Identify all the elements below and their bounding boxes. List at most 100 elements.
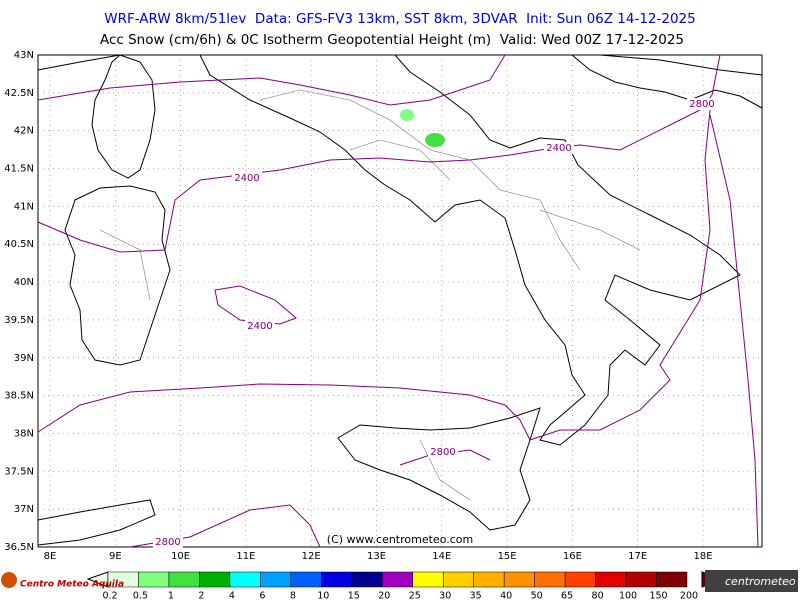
legend-box [290, 571, 322, 588]
legend-label: 35 [470, 591, 482, 600]
legend-label: 6 [259, 591, 265, 600]
legend-label: 40 [500, 591, 512, 600]
map-labels: 43N 42.5N 42N 41.5N 41N 40.5N 40N 39.5N 39N 38.5N… [4, 50, 717, 562]
legend-label: 65 [561, 591, 573, 600]
legend-box [168, 571, 200, 588]
lon-label: 8E [44, 551, 57, 562]
lon-label: 10E [171, 551, 190, 562]
snow-area [400, 109, 414, 121]
coastline [91, 54, 156, 179]
legend-box [260, 571, 292, 588]
legend-box [595, 571, 627, 588]
legend-box [564, 571, 596, 588]
lon-label: 14E [432, 551, 451, 562]
lat-label: 39N [14, 353, 34, 364]
map-frame [37, 54, 763, 548]
legend-box [625, 571, 657, 588]
isotherm-contour [709, 114, 759, 548]
lat-label: 37.5N [4, 466, 34, 477]
lat-label: 40.5N [4, 239, 34, 250]
legend-box [473, 571, 505, 588]
legend-label: 150 [649, 591, 667, 600]
header-line2: Acc Snow (cm/6h) & 0C Isotherm Geopotent… [100, 32, 684, 48]
legend-label: 25 [409, 591, 421, 600]
contour-label: 2400 [546, 143, 571, 154]
legend-box [199, 571, 231, 588]
coastline [64, 185, 171, 366]
contour-label-bg [687, 98, 717, 110]
lat-label: 40N [14, 277, 34, 288]
legend-box [442, 571, 474, 588]
legend-box [382, 571, 413, 588]
lon-label: 13E [367, 551, 386, 562]
lon-label: 17E [628, 551, 647, 562]
legend-label: 15 [348, 591, 360, 600]
legend-box [229, 571, 261, 588]
legend-label: 8 [290, 591, 296, 600]
contour-label: 2800 [689, 99, 714, 110]
legend-box [351, 571, 383, 588]
legend-box [534, 571, 566, 588]
isotherm-contour [214, 285, 297, 325]
lat-label: 41.5N [4, 164, 34, 175]
logo-icon [1, 572, 17, 588]
coastline [37, 499, 156, 546]
contour-label: 2800 [155, 537, 180, 548]
legend-label: 200 [680, 591, 698, 600]
legend-box [412, 571, 444, 588]
lat-label: 42.5N [4, 88, 34, 99]
lat-label: 43N [14, 50, 34, 61]
header-line1: WRF-ARW 8km/51lev Data: GFS-FV3 13km, SS… [104, 11, 696, 27]
copyright: (C) www.centrometeo.com [327, 533, 473, 546]
coastline [37, 54, 741, 446]
contour-label-bg [245, 320, 275, 332]
lat-label: 38.5N [4, 391, 34, 402]
logo-text: centrometeo [725, 575, 796, 588]
legend-label: 30 [439, 591, 451, 600]
snow-area [425, 133, 445, 147]
logo-box [705, 570, 798, 592]
legend-label: 10 [317, 591, 329, 600]
lat-label: 36.5N [4, 542, 34, 553]
graticule [38, 55, 762, 547]
map: 43N 42.5N 42N 41.5N 41N 40.5N 40N 39.5N 39N 38.5N… [4, 50, 763, 562]
lat-label: 37N [14, 504, 34, 515]
legend-label: 0.5 [133, 591, 148, 600]
logo-right: centrometeo [705, 570, 798, 592]
lon-label: 15E [498, 551, 517, 562]
contour-label-bg [232, 172, 262, 184]
isotherm-contour [37, 54, 721, 253]
logo-left: Centro Meteo Aquila [1, 572, 124, 590]
region-border [99, 89, 641, 501]
legend-label: 1 [168, 591, 174, 600]
logo-text: Centro Meteo Aquila [20, 580, 124, 590]
legend-label: 4 [229, 591, 235, 600]
legend-label: 20 [378, 591, 390, 600]
isotherm-contour [37, 54, 506, 106]
coastline [571, 54, 763, 109]
legend: 0.2 0.5 1 2 4 6 8 10 15 20 25 30 35 40 50 65 80 100 150 200 [86, 571, 724, 600]
legend-label: 80 [592, 591, 604, 600]
lon-label: 12E [302, 551, 321, 562]
contour-label: 2800 [430, 447, 455, 458]
legend-label: 100 [619, 591, 637, 600]
lon-label: 11E [236, 551, 255, 562]
lat-label: 38N [14, 428, 34, 439]
lat-label: 41N [14, 201, 34, 212]
contour-label-bg [153, 536, 183, 548]
legend-box [503, 571, 535, 588]
legend-box [321, 571, 353, 588]
contour-label-bg [428, 446, 458, 458]
lon-label: 16E [563, 551, 582, 562]
legend-label: 0.2 [102, 591, 117, 600]
legend-box [656, 571, 688, 588]
contour-label-bg [544, 142, 574, 154]
contour-label: 2400 [247, 321, 272, 332]
lat-label: 42N [14, 126, 34, 137]
lon-label: 9E [109, 551, 122, 562]
lat-label: 39.5N [4, 315, 34, 326]
isotherm-contour [37, 109, 711, 441]
contour-label: 2400 [234, 173, 259, 184]
legend-box [138, 571, 170, 588]
coastline [599, 54, 763, 76]
